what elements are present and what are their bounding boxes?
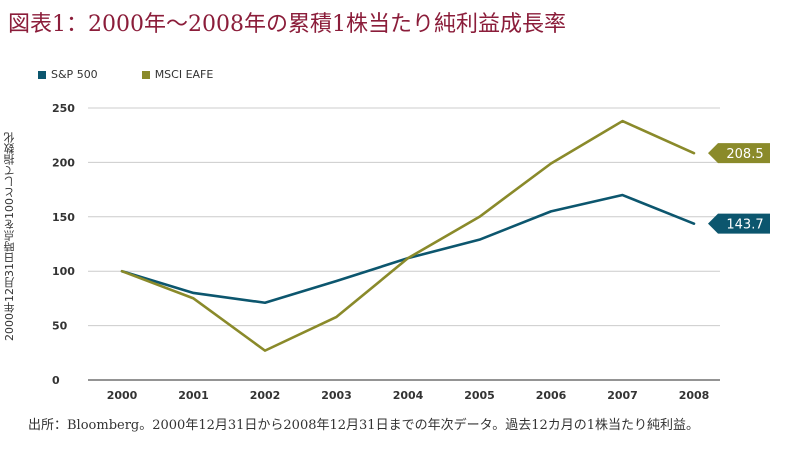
series-line-sp500 <box>120 193 696 305</box>
legend-item-sp500: S&P 500 <box>38 68 98 81</box>
legend-label-sp500: S&P 500 <box>51 68 98 81</box>
end-value-label-sp500: 143.7 <box>726 218 763 233</box>
y-tick-label: 0 <box>52 374 60 387</box>
end-label-tag-msci-eafe <box>708 143 770 164</box>
x-tick-label: 2001 <box>178 389 209 402</box>
legend-swatch-msci-eafe <box>141 70 150 79</box>
x-tick-label: 2000 <box>107 389 138 402</box>
x-tick-label: 2006 <box>536 389 567 402</box>
x-tick-label: 2008 <box>679 389 710 402</box>
x-tick-label: 2005 <box>464 389 495 402</box>
y-tick-label: 250 <box>52 102 75 115</box>
x-tick-label: 2007 <box>607 389 638 402</box>
x-tick-label: 2004 <box>393 389 424 402</box>
x-tick-label: 2002 <box>250 389 281 402</box>
y-tick-label: 100 <box>52 265 75 278</box>
x-tick-label: 2003 <box>321 389 352 402</box>
end-value-label-msci-eafe: 208.5 <box>726 147 763 162</box>
footnote: 出所：Bloomberg。2000年12月31日から2008年12月31日までの… <box>28 418 700 433</box>
end-label-tag-sp500 <box>708 213 770 234</box>
legend-item-msci-eafe: MSCI EAFE <box>141 68 214 81</box>
series-line-msci-eafe <box>120 119 696 352</box>
y-tick-label: 150 <box>52 211 75 224</box>
y-tick-label: 50 <box>52 320 68 333</box>
chart-legend: S&P 500 MSCI EAFE <box>38 68 257 81</box>
legend-swatch-sp500 <box>38 70 46 79</box>
legend-label-msci-eafe: MSCI EAFE <box>154 68 214 81</box>
y-tick-label: 200 <box>52 156 75 169</box>
chart-title: 図表1：2000年〜2008年の累積1株当たり純利益成長率 <box>8 12 566 37</box>
